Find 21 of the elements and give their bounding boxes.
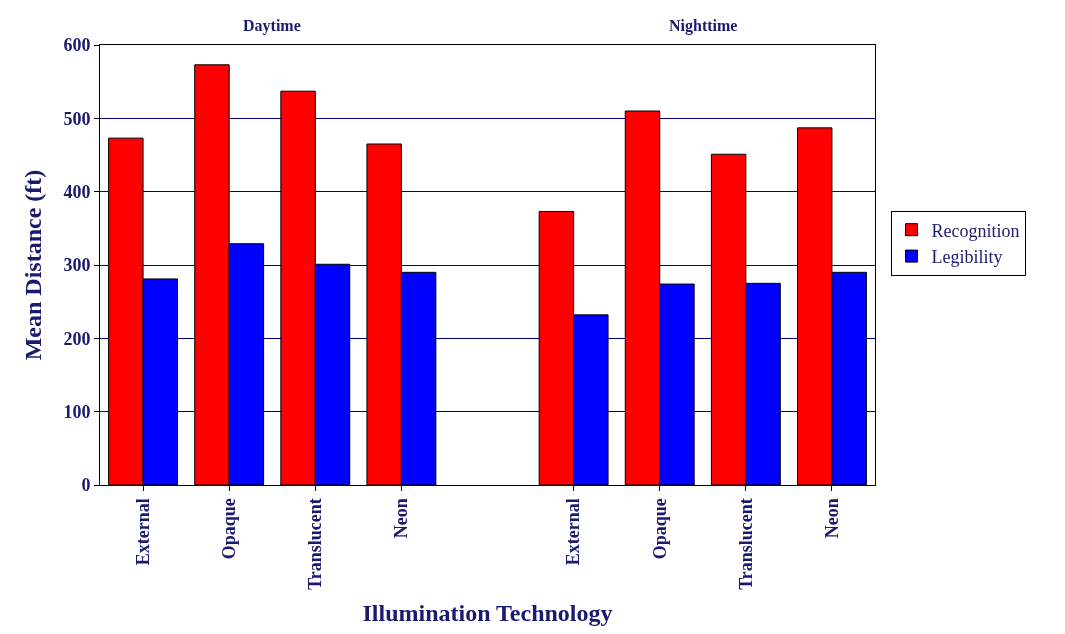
y-tick-label: 100 bbox=[63, 401, 91, 422]
y-tick-label: 500 bbox=[63, 108, 91, 129]
y-axis-title: Mean Distance (ft) bbox=[19, 169, 46, 361]
text: Daytime bbox=[243, 17, 301, 35]
legend-label: Recognition bbox=[931, 220, 1020, 241]
x-tick-label: External bbox=[563, 498, 584, 566]
y-tick-label: 600 bbox=[63, 35, 91, 56]
y-tick-label: 400 bbox=[63, 181, 91, 202]
y-tick-label: 200 bbox=[63, 328, 91, 349]
x-tick-label: Translucent bbox=[305, 498, 326, 590]
text: Nighttime bbox=[669, 17, 738, 35]
x-tick-label: External bbox=[132, 498, 153, 566]
y-tick-label: 300 bbox=[63, 255, 91, 276]
x-axis-title: Illumination Technology bbox=[362, 600, 613, 627]
legend-label: Legibility bbox=[931, 247, 1003, 268]
x-tick-label: Translucent bbox=[735, 498, 756, 590]
y-tick-label: 0 bbox=[81, 475, 91, 496]
x-tick-label: Opaque bbox=[649, 498, 670, 560]
x-tick-label: Neon bbox=[821, 498, 842, 539]
x-tick-label: Opaque bbox=[219, 498, 240, 560]
x-tick-label: Neon bbox=[391, 498, 412, 539]
